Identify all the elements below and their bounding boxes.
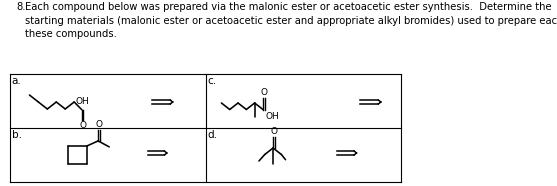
Text: c.: c. bbox=[207, 76, 217, 86]
Text: 8.: 8. bbox=[16, 2, 26, 12]
Text: O: O bbox=[271, 127, 277, 136]
Text: O: O bbox=[260, 87, 267, 97]
Text: b.: b. bbox=[12, 130, 22, 140]
Text: Each compound below was prepared via the malonic ester or acetoacetic ester synt: Each compound below was prepared via the… bbox=[25, 2, 557, 39]
Text: O: O bbox=[96, 120, 102, 129]
Text: OH: OH bbox=[265, 111, 279, 121]
Text: O: O bbox=[79, 121, 86, 130]
Text: OH: OH bbox=[76, 97, 89, 105]
Text: d.: d. bbox=[207, 130, 217, 140]
Text: a.: a. bbox=[12, 76, 22, 86]
